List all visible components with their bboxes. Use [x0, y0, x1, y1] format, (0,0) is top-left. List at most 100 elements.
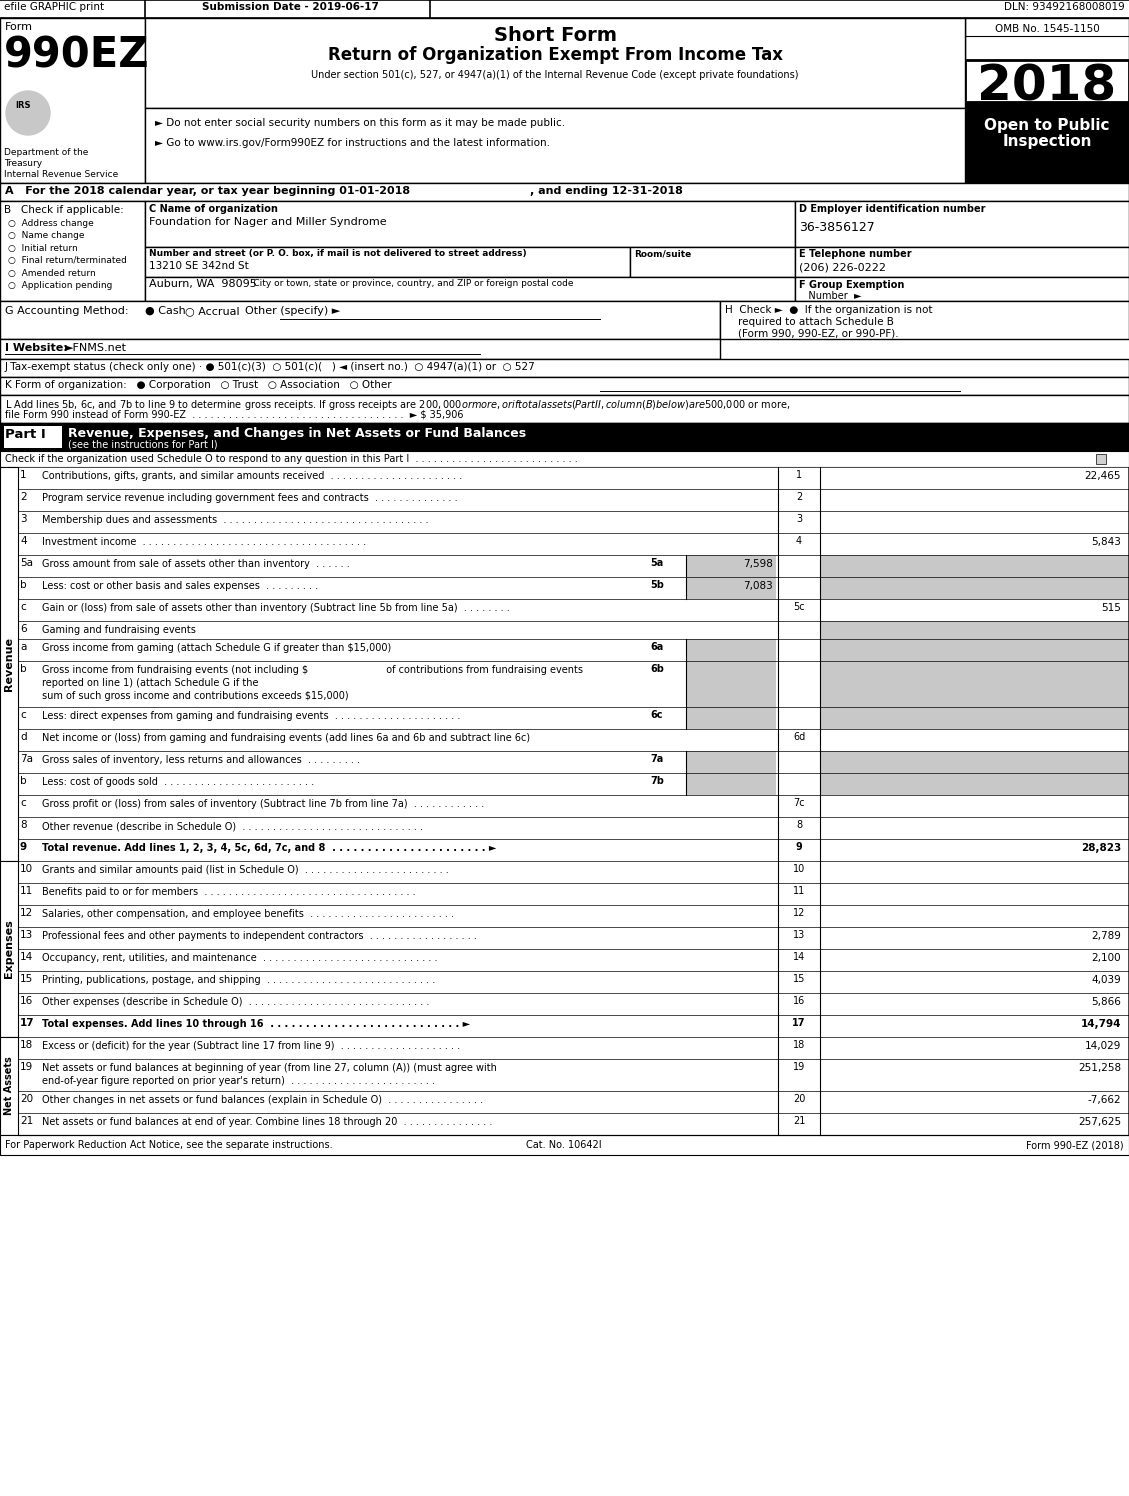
Text: G Accounting Method:: G Accounting Method:	[5, 307, 129, 316]
Text: Auburn, WA  98095: Auburn, WA 98095	[149, 278, 256, 289]
Text: Investment income  . . . . . . . . . . . . . . . . . . . . . . . . . . . . . . .: Investment income . . . . . . . . . . . …	[42, 537, 366, 548]
Text: Gross sales of inventory, less returns and allowances  . . . . . . . . .: Gross sales of inventory, less returns a…	[42, 755, 360, 764]
Bar	[820, 708, 1129, 729]
Text: 22,465: 22,465	[1085, 471, 1121, 482]
Text: 21: 21	[793, 1116, 805, 1126]
Text: Less: cost of goods sold  . . . . . . . . . . . . . . . . . . . . . . . . .: Less: cost of goods sold . . . . . . . .…	[42, 776, 314, 787]
Text: Number  ►: Number ►	[799, 292, 861, 301]
Text: Salaries, other compensation, and employee benefits  . . . . . . . . . . . . . .: Salaries, other compensation, and employ…	[42, 910, 454, 919]
Bar	[965, 18, 1129, 60]
Text: 14,794: 14,794	[1080, 1019, 1121, 1029]
Bar	[820, 639, 1129, 661]
Text: (Form 990, 990-EZ, or 990-PF).: (Form 990, 990-EZ, or 990-PF).	[725, 328, 899, 338]
Bar	[18, 639, 1129, 661]
Text: Net Assets: Net Assets	[5, 1056, 14, 1116]
Bar	[686, 751, 776, 773]
Text: ○ Accrual: ○ Accrual	[185, 307, 239, 316]
Text: (see the instructions for Part I): (see the instructions for Part I)	[68, 438, 218, 449]
Bar	[630, 247, 795, 277]
Text: Short Form: Short Form	[493, 25, 616, 45]
Bar	[18, 729, 1129, 751]
Text: Excess or (deficit) for the year (Subtract line 17 from line 9)  . . . . . . . .: Excess or (deficit) for the year (Subtra…	[42, 1041, 461, 1052]
Bar	[18, 839, 1129, 862]
Text: 2,789: 2,789	[1091, 931, 1121, 941]
Text: 15: 15	[20, 974, 33, 984]
Bar	[18, 948, 1129, 971]
Bar	[18, 512, 1129, 533]
Text: 10: 10	[793, 865, 805, 874]
Text: ○  Address change: ○ Address change	[8, 218, 94, 227]
Text: J Tax-exempt status (check only one) · ● 501(c)(3)  ○ 501(c)(   ) ◄ (insert no.): J Tax-exempt status (check only one) · ●…	[5, 362, 536, 373]
Text: A   For the 2018 calendar year, or tax year beginning 01-01-2018: A For the 2018 calendar year, or tax yea…	[5, 186, 410, 196]
Text: 6: 6	[20, 624, 27, 634]
Bar	[686, 661, 776, 708]
Bar	[145, 247, 630, 277]
Text: Check if the organization used Schedule O to respond to any question in this Par: Check if the organization used Schedule …	[5, 453, 578, 464]
Bar	[18, 467, 1129, 489]
Bar	[18, 862, 1129, 883]
Text: 257,625: 257,625	[1078, 1118, 1121, 1126]
Text: 15: 15	[793, 974, 805, 984]
Text: 2: 2	[20, 492, 27, 503]
Text: ● Cash: ● Cash	[145, 307, 186, 316]
Text: 20: 20	[20, 1094, 33, 1104]
Text: d: d	[20, 732, 27, 742]
Text: ○  Amended return: ○ Amended return	[8, 269, 96, 278]
Text: Contributions, gifts, grants, and similar amounts received  . . . . . . . . . . : Contributions, gifts, grants, and simila…	[42, 471, 462, 482]
Text: Inspection: Inspection	[1003, 135, 1092, 150]
Text: Less: direct expenses from gaming and fundraising events  . . . . . . . . . . . : Less: direct expenses from gaming and fu…	[42, 711, 461, 721]
Text: 990EZ: 990EZ	[5, 34, 149, 76]
Text: 3: 3	[20, 515, 27, 524]
Text: 2,100: 2,100	[1092, 953, 1121, 963]
Bar	[0, 301, 720, 340]
Bar	[18, 993, 1129, 1014]
Text: Other revenue (describe in Schedule O)  . . . . . . . . . . . . . . . . . . . . : Other revenue (describe in Schedule O) .…	[42, 821, 423, 830]
Text: 14: 14	[20, 951, 33, 962]
Bar	[18, 1113, 1129, 1135]
Text: 18: 18	[20, 1040, 33, 1050]
Text: City or town, state or province, country, and ZIP or foreign postal code: City or town, state or province, country…	[239, 278, 574, 289]
Bar	[820, 751, 1129, 773]
Text: c: c	[20, 797, 26, 808]
Bar	[820, 773, 1129, 794]
Text: 13210 SE 342nd St: 13210 SE 342nd St	[149, 260, 248, 271]
Bar	[18, 928, 1129, 948]
Text: 5a: 5a	[650, 558, 663, 568]
Bar	[18, 794, 1129, 817]
Text: Revenue: Revenue	[5, 637, 14, 691]
Text: D Employer identification number: D Employer identification number	[799, 203, 986, 214]
Text: 6d: 6d	[793, 732, 805, 742]
Text: 3: 3	[796, 515, 802, 524]
Text: For Paperwork Reduction Act Notice, see the separate instructions.: For Paperwork Reduction Act Notice, see …	[5, 1140, 333, 1150]
Text: b: b	[20, 776, 27, 785]
Text: Membership dues and assessments  . . . . . . . . . . . . . . . . . . . . . . . .: Membership dues and assessments . . . . …	[42, 515, 429, 525]
Text: 2: 2	[796, 492, 802, 503]
Text: Department of the: Department of the	[5, 148, 88, 157]
Bar	[18, 883, 1129, 905]
Text: 19: 19	[20, 1062, 33, 1073]
Text: ○  Application pending: ○ Application pending	[8, 281, 113, 290]
Bar	[720, 301, 1129, 340]
Bar	[18, 1059, 1129, 1091]
Text: 10: 10	[20, 865, 33, 874]
Text: Gross profit or (loss) from sales of inventory (Subtract line 7b from line 7a)  : Gross profit or (loss) from sales of inv…	[42, 799, 484, 809]
Text: 16: 16	[20, 996, 33, 1005]
Text: 20: 20	[793, 1094, 805, 1104]
Text: 9: 9	[20, 842, 27, 853]
Text: C Name of organization: C Name of organization	[149, 203, 278, 214]
Text: Other changes in net assets or fund balances (explain in Schedule O)  . . . . . : Other changes in net assets or fund bala…	[42, 1095, 483, 1106]
Text: Foundation for Nager and Miller Syndrome: Foundation for Nager and Miller Syndrome	[149, 217, 386, 227]
Text: Occupancy, rent, utilities, and maintenance  . . . . . . . . . . . . . . . . . .: Occupancy, rent, utilities, and maintena…	[42, 953, 438, 963]
Bar	[686, 639, 776, 661]
Text: OMB No. 1545-1150: OMB No. 1545-1150	[995, 24, 1100, 34]
Text: Internal Revenue Service: Internal Revenue Service	[5, 171, 119, 180]
Bar	[795, 200, 1129, 247]
Text: 4: 4	[796, 536, 802, 546]
Text: file Form 990 instead of Form 990-EZ  . . . . . . . . . . . . . . . . . . . . . : file Form 990 instead of Form 990-EZ . .…	[5, 408, 464, 419]
Text: reported on line 1) (attach Schedule G if the: reported on line 1) (attach Schedule G i…	[42, 678, 259, 688]
Circle shape	[6, 91, 50, 135]
Text: a: a	[20, 642, 26, 652]
Text: Benefits paid to or for members  . . . . . . . . . . . . . . . . . . . . . . . .: Benefits paid to or for members . . . . …	[42, 887, 415, 898]
Text: 36-3856127: 36-3856127	[799, 221, 875, 233]
Bar	[18, 1037, 1129, 1059]
